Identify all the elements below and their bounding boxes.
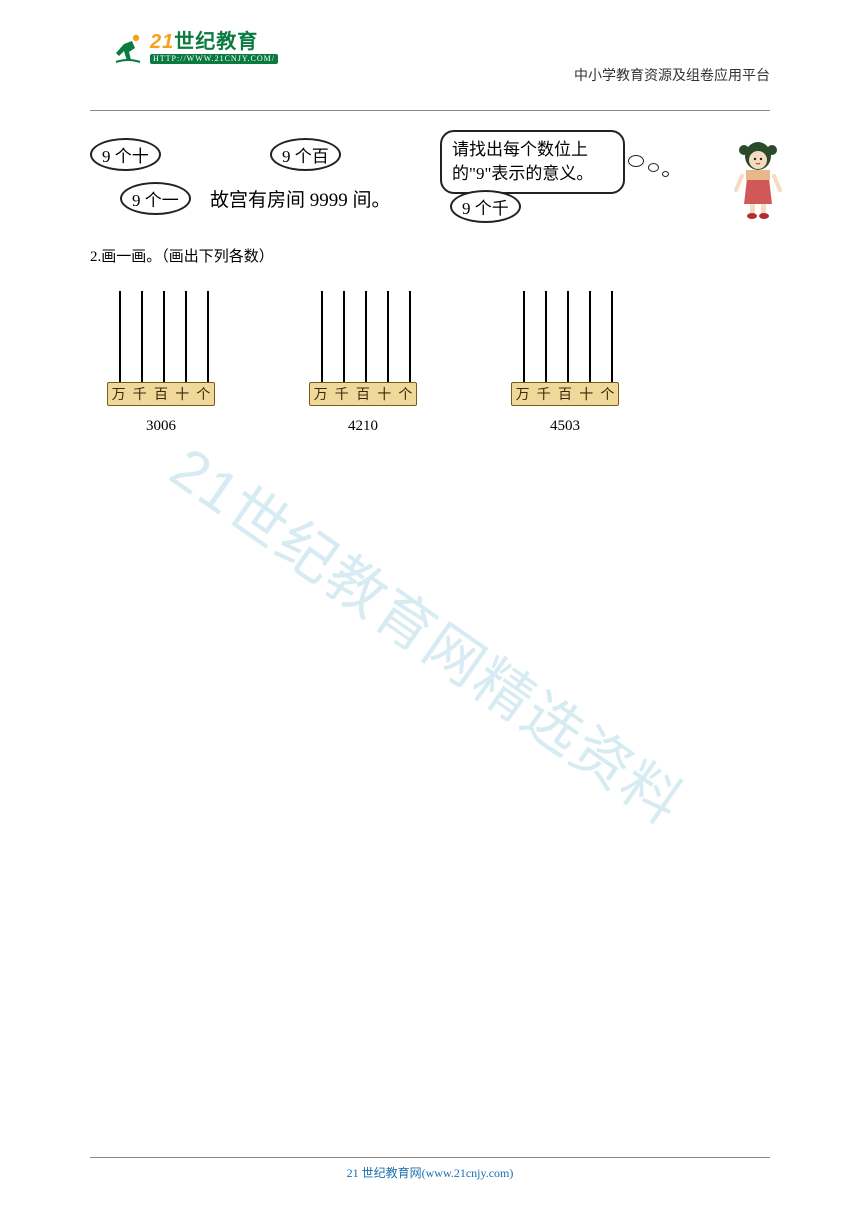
- place-label: 千: [533, 384, 554, 404]
- bubble-thousand: 9 个千: [450, 190, 521, 223]
- rod: [343, 291, 345, 383]
- abacus-base: 万 千 百 十 个: [309, 382, 417, 406]
- abacus-number-1: 3006: [146, 418, 176, 435]
- rod: [163, 291, 165, 383]
- rod: [185, 291, 187, 383]
- rod: [207, 291, 209, 383]
- page-footer: 21 世纪教育网(www.21cnjy.com): [90, 1157, 770, 1181]
- rod: [545, 291, 547, 383]
- logo-text: 21世纪教育 HTTP://WWW.21CNJY.COM/: [150, 32, 278, 64]
- abacus-3: 万 千 百 十 个: [509, 291, 621, 406]
- place-label: 个: [193, 384, 214, 404]
- place-label: 百: [352, 384, 373, 404]
- header-divider: [90, 110, 770, 111]
- place-label: 千: [129, 384, 150, 404]
- logo: 21世纪教育 HTTP://WWW.21CNJY.COM/: [110, 30, 278, 66]
- speech-bubble: 请找出每个数位上的"9"表示的意义。: [440, 130, 625, 194]
- abacus-base: 万 千 百 十 个: [511, 382, 619, 406]
- logo-main-text: 21世纪教育: [150, 32, 278, 52]
- character-icon: [730, 140, 785, 225]
- footer-site-url: (www.21cnjy.com): [422, 1166, 514, 1180]
- footer-text: 21 世纪教育网(www.21cnjy.com): [90, 1164, 770, 1181]
- rod: [365, 291, 367, 383]
- logo-runner-icon: [110, 30, 146, 66]
- place-label: 千: [331, 384, 352, 404]
- header-subtitle: 中小学教育资源及组卷应用平台: [574, 65, 770, 85]
- place-label: 万: [512, 384, 533, 404]
- place-label: 十: [172, 384, 193, 404]
- place-label: 万: [108, 384, 129, 404]
- place-label: 十: [374, 384, 395, 404]
- rod: [523, 291, 525, 383]
- abacus-row: 万 千 百 十 个 3006 万 千 百 十: [105, 291, 770, 435]
- rod: [589, 291, 591, 383]
- rod: [321, 291, 323, 383]
- place-label: 百: [150, 384, 171, 404]
- place-label: 百: [554, 384, 575, 404]
- bubble-hundred: 9 个百: [270, 138, 341, 171]
- abacus-2: 万 千 百 十 个: [307, 291, 419, 406]
- rod: [409, 291, 411, 383]
- abacus-base: 万 千 百 十 个: [107, 382, 215, 406]
- place-label: 个: [395, 384, 416, 404]
- place-label: 个: [597, 384, 618, 404]
- page-content: 9 个十 9 个百 9 个一 故宫有房间 9999 间。 请找出每个数位上的"9…: [90, 130, 770, 435]
- bubble-one: 9 个一: [120, 182, 191, 215]
- page-header: 21世纪教育 HTTP://WWW.21CNJY.COM/ 中小学教育资源及组卷…: [0, 30, 860, 90]
- rod: [567, 291, 569, 383]
- abacus-1: 万 千 百 十 个: [105, 291, 217, 406]
- watermark: 21世纪教育网精选资料: [157, 423, 704, 841]
- rod: [119, 291, 121, 383]
- bubble-ten: 9 个十: [90, 138, 161, 171]
- place-label: 十: [576, 384, 597, 404]
- rod: [387, 291, 389, 383]
- rod: [141, 291, 143, 383]
- place-label: 万: [310, 384, 331, 404]
- question-2-title: 2.画一画。（画出下列各数）: [90, 245, 770, 266]
- footer-divider: [90, 1157, 770, 1158]
- abacus-number-2: 4210: [348, 418, 378, 435]
- abacus-item-2: 万 千 百 十 个 4210: [307, 291, 419, 435]
- main-sentence: 故宫有房间 9999 间。: [210, 185, 391, 212]
- abacus-item-3: 万 千 百 十 个 4503: [509, 291, 621, 435]
- abacus-item-1: 万 千 百 十 个 3006: [105, 291, 217, 435]
- question-1-diagram: 9 个十 9 个百 9 个一 故宫有房间 9999 间。 请找出每个数位上的"9…: [90, 130, 770, 230]
- rod: [611, 291, 613, 383]
- footer-site-name: 21 世纪教育网: [347, 1166, 422, 1180]
- abacus-number-3: 4503: [550, 418, 580, 435]
- logo-sub-text: HTTP://WWW.21CNJY.COM/: [150, 54, 278, 64]
